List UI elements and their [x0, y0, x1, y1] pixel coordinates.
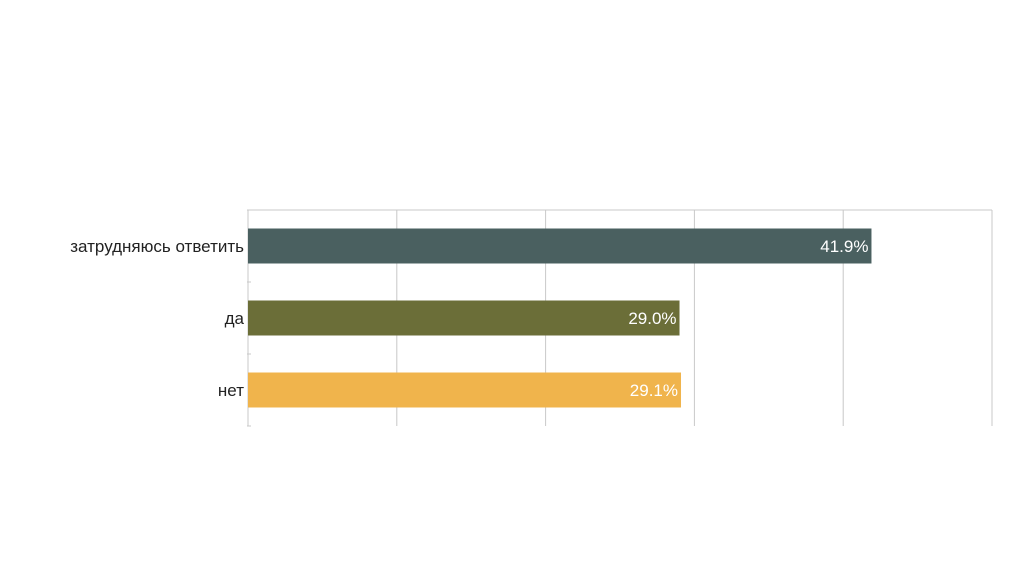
category-label-2: нет [218, 381, 244, 400]
bars [248, 228, 872, 408]
bar-1 [248, 300, 680, 336]
data-label-0: 41.9% [820, 237, 868, 256]
category-labels: затрудняюсь ответить да нет [70, 237, 244, 400]
category-label-0: затрудняюсь ответить [70, 237, 244, 256]
bar-0 [248, 228, 872, 264]
data-label-1: 29.0% [628, 309, 676, 328]
category-label-1: да [225, 309, 245, 328]
bar-2 [248, 372, 682, 408]
data-labels: 41.9% 29.0% 29.1% [628, 237, 868, 400]
data-label-2: 29.1% [630, 381, 678, 400]
